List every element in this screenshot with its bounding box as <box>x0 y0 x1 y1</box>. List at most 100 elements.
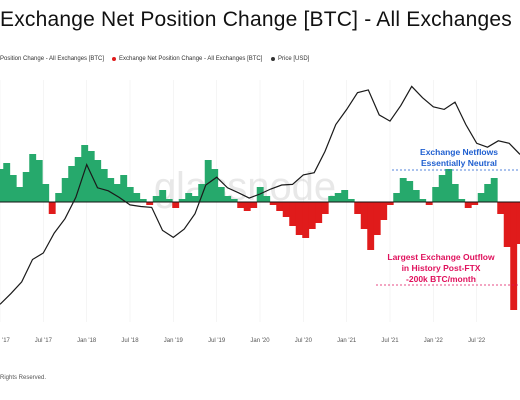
inflow-bar <box>230 199 238 202</box>
outflow-bar <box>308 202 316 229</box>
inflow-bar <box>81 145 89 202</box>
outflow-bar <box>380 202 388 220</box>
inflow-bar <box>341 190 349 202</box>
inflow-bar <box>484 184 492 202</box>
outflow-bar <box>243 202 251 211</box>
x-tick-label: Jul '18 <box>121 338 139 344</box>
inflow-bar <box>29 154 37 202</box>
x-tick-label: Jan '22 <box>424 338 444 344</box>
inflow-bar <box>42 184 50 202</box>
outflow-bar <box>282 202 290 217</box>
inflow-bar <box>224 196 232 202</box>
inflow-bar <box>74 157 82 202</box>
inflow-bar <box>22 172 30 202</box>
price-line <box>0 85 520 305</box>
outflow-bar <box>464 202 472 208</box>
inflow-bar <box>412 190 420 202</box>
outflow-bar <box>48 202 56 214</box>
chart-legend: Position Change - All Exchanges [BTC] Ex… <box>0 56 520 68</box>
outflow-bar <box>367 202 375 250</box>
x-tick-label: Jan '20 <box>250 338 270 344</box>
legend-label-position-change: Position Change - All Exchanges [BTC] <box>0 56 105 62</box>
chart-title: Exchange Net Position Change [BTC] - All… <box>0 8 520 32</box>
outflow-bar <box>503 202 511 247</box>
inflow-bar <box>0 169 4 202</box>
inflow-bar <box>152 196 160 202</box>
outflow-bar <box>386 202 394 205</box>
annotation-outflow-line-2: in History Post-FTX <box>402 263 481 273</box>
inflow-bar <box>139 199 147 202</box>
inflow-bar <box>490 178 498 202</box>
x-tick-label: Jul '19 <box>208 338 226 344</box>
legend-label-price: Price [USD] <box>278 56 310 62</box>
outflow-bar <box>497 202 505 214</box>
annotation-outflow-line-1: Largest Exchange Outflow <box>387 252 495 262</box>
inflow-bar <box>406 181 414 202</box>
inflow-bar <box>113 184 121 202</box>
inflow-bar <box>107 178 115 202</box>
x-tick-label: Jul '17 <box>35 338 53 344</box>
inflow-bar <box>68 166 76 202</box>
inflow-bar <box>204 160 212 202</box>
outflow-bar <box>354 202 362 214</box>
legend-item-net-position-change[interactable]: Exchange Net Position Change - All Excha… <box>112 56 262 62</box>
x-tick-label: Jan '19 <box>164 338 184 344</box>
inflow-bar <box>399 178 407 202</box>
inflow-bar <box>178 199 186 202</box>
inflow-bar <box>217 187 225 202</box>
annotation-outflow: Largest Exchange Outflow in History Post… <box>376 252 520 286</box>
outflow-bar <box>289 202 297 226</box>
outflow-bar <box>237 202 245 208</box>
inflow-bar <box>94 160 102 202</box>
footer-text: Rights Reserved. <box>0 375 47 381</box>
inflow-bar <box>3 163 11 202</box>
outflow-bar <box>250 202 258 208</box>
inflow-bar <box>55 193 63 202</box>
inflow-bar <box>445 169 453 202</box>
inflow-bar <box>120 175 128 202</box>
outflow-bar <box>269 202 277 205</box>
inflow-bar <box>61 178 69 202</box>
inflow-bar <box>100 169 108 202</box>
legend-dot-price <box>271 57 275 61</box>
outflow-bar <box>373 202 381 235</box>
inflow-bar <box>419 199 427 202</box>
legend-item-position-change[interactable]: Position Change - All Exchanges [BTC] <box>0 56 104 62</box>
inflow-bar <box>347 199 355 202</box>
x-axis-ticks: '17 Jul '17 Jan '18 Jul '18 Jan '19 Jul '19 Ja… <box>2 338 486 344</box>
inflow-bar <box>334 193 342 202</box>
inflow-bar <box>477 193 485 202</box>
x-tick-label: Jan '18 <box>77 338 97 344</box>
x-tick-label: Jul '20 <box>295 338 313 344</box>
inflow-bar <box>159 190 167 202</box>
inflow-bar <box>328 196 336 202</box>
outflow-bar <box>146 202 154 205</box>
inflow-bar <box>211 169 219 202</box>
legend-label-net-position-change: Exchange Net Position Change - All Excha… <box>119 56 263 62</box>
outflow-bar <box>360 202 368 229</box>
legend-item-price[interactable]: Price [USD] <box>271 56 309 62</box>
outflow-bar <box>276 202 284 211</box>
inflow-bar <box>16 187 24 202</box>
x-tick-label: Jan '21 <box>337 338 357 344</box>
outflow-bar <box>315 202 323 223</box>
inflow-bar <box>87 151 95 202</box>
flow-bars <box>0 145 520 310</box>
annotation-neutral-line-1: Exchange Netflows <box>420 147 498 157</box>
inflow-bar <box>198 184 206 202</box>
inflow-bar <box>438 175 446 202</box>
outflow-bar <box>425 202 433 205</box>
inflow-bar <box>432 187 440 202</box>
outflow-bar <box>302 202 310 238</box>
inflow-bar <box>458 199 466 202</box>
annotation-outflow-line-3: -200k BTC/month <box>406 274 476 284</box>
inflow-bar <box>185 193 193 202</box>
inflow-bar <box>126 187 134 202</box>
inflow-bar <box>263 196 271 202</box>
inflow-bar <box>191 196 199 202</box>
annotation-neutral: Exchange Netflows Essentially Neutral <box>392 147 520 171</box>
legend-dot-red <box>112 57 116 61</box>
outflow-bar <box>510 202 518 310</box>
inflow-bar <box>165 199 173 202</box>
